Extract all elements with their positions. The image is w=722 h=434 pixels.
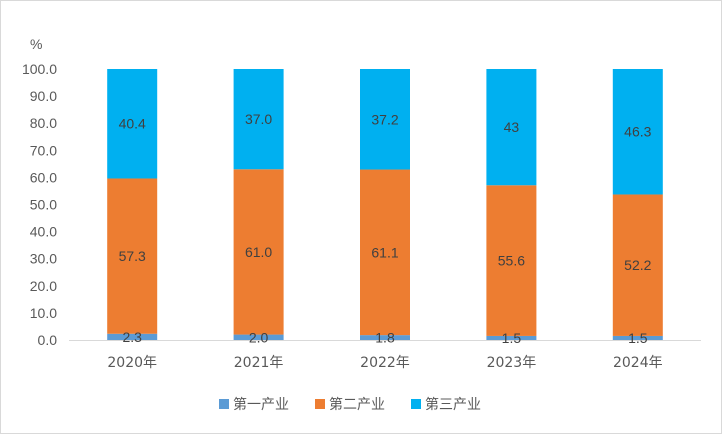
bar-segment [486,335,537,340]
y-tick-label: 90.0 [30,88,57,104]
y-tick-label: 50.0 [30,197,57,213]
data-label: 61.0 [245,244,272,260]
bar-segment [107,333,158,340]
data-labels: 2.3 57.3 40.4 2.0 61.0 37.0 1.8 61.1 37.2 1.5 55.6… [119,111,652,346]
data-label: 1.8 [375,330,395,346]
legend: 第一产业 第二产业 第三产业 [219,396,481,413]
y-axis: 0.0 10.0 20.0 30.0 40.0 50.0 60.0 70.0 80.0 90.0 1… [22,61,57,348]
data-label: 61.1 [371,244,398,260]
data-label: 40.4 [119,116,146,132]
x-tick-label: 2024年 [613,355,663,371]
data-label: 37.2 [371,111,398,127]
y-tick-label: 30.0 [30,251,57,267]
legend-swatch [219,399,229,409]
x-tick-label: 2020年 [107,355,157,371]
data-label: 57.3 [119,248,146,264]
bar-segment [107,69,158,179]
bar-segment [233,69,284,170]
data-label: 2.3 [122,329,142,345]
bar-segment [360,169,410,336]
data-label: 37.0 [245,111,272,127]
data-label: 55.6 [498,253,525,269]
x-axis: 2020年 2021年 2022年 2023年 2024年 [69,340,701,371]
y-tick-label: 10.0 [30,305,57,321]
data-label: 52.2 [624,257,651,273]
legend-label: 第一产业 [233,396,289,413]
legend-swatch [411,399,421,409]
x-tick-label: 2022年 [360,355,410,371]
y-tick-label: 40.0 [30,224,57,240]
y-tick-label: 100.0 [22,61,57,77]
y-unit-label: % [30,36,42,52]
y-tick-label: 70.0 [30,142,57,158]
bar-segment [612,69,663,195]
bar-segment [486,69,537,186]
data-label: 2.0 [249,329,269,345]
bar-segment [233,334,284,340]
legend-label: 第三产业 [425,396,481,413]
bar-segment [612,194,663,336]
y-tick-label: 60.0 [30,169,57,185]
legend-swatch [315,399,325,409]
legend-label: 第二产业 [329,396,385,413]
bar-segment [360,335,410,340]
bar-segment [486,185,537,336]
data-label: 1.5 [502,330,522,346]
bar-segment [612,335,663,340]
y-tick-label: 20.0 [30,278,57,294]
bar-segment [360,69,410,170]
y-tick-label: 80.0 [30,115,57,131]
x-tick-label: 2021年 [234,355,284,371]
x-tick-label: 2023年 [487,355,537,371]
bar-segment [107,178,158,334]
data-label: 46.3 [624,124,651,140]
y-tick-label: 0.0 [38,332,58,348]
bars [107,69,663,340]
data-label: 1.5 [628,330,648,346]
bar-segment [233,169,284,335]
data-label: 43 [504,119,520,135]
